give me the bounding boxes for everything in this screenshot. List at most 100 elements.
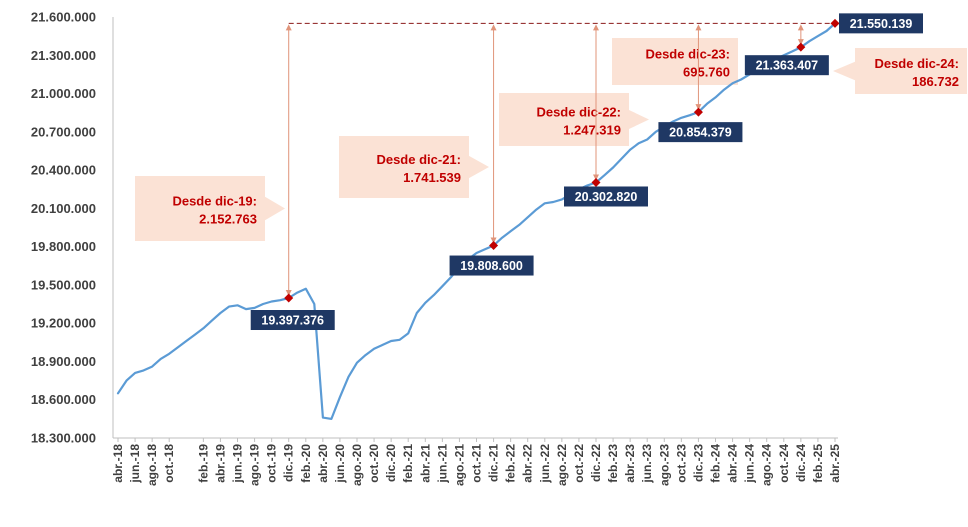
x-tick-label: abr.-25 [828, 444, 842, 483]
x-tick-label: ago.-18 [145, 444, 159, 486]
x-tick-label: dic.-24 [794, 444, 808, 482]
guide-arrowhead-down [285, 290, 292, 297]
y-tick-label: 19.200.000 [31, 316, 96, 331]
x-tick-label: dic.-21 [487, 444, 501, 482]
x-tick-label: abr.-19 [213, 444, 227, 483]
x-tick-label: abr.-22 [521, 444, 535, 483]
value-label: 21.550.139 [850, 17, 913, 31]
x-tick-label: ago.-20 [350, 444, 364, 486]
annotation-label: Desde dic-24: [874, 56, 959, 71]
x-tick-label: oct.-22 [572, 444, 586, 483]
reference-guides [285, 22, 835, 297]
x-tick-labels: abr.-18 jun.-18 ago.-18 oct.-18 feb.-19 abr.-… [111, 438, 842, 486]
annotations: Desde dic-19: 2.152.763 Desde dic-21: 1.741… [135, 38, 967, 241]
x-tick-label: dic.-20 [384, 444, 398, 482]
y-tick-label: 18.300.000 [31, 431, 96, 446]
point-marker [284, 293, 294, 303]
x-tick-label: feb.-20 [299, 444, 313, 483]
annotation-box [612, 38, 738, 85]
value-label-box [250, 310, 335, 331]
guide-arrowhead-down [695, 104, 702, 111]
x-tick-label: abr.-21 [418, 444, 432, 483]
guide-arrowhead-up [797, 24, 804, 31]
y-tick-label: 19.800.000 [31, 239, 96, 254]
x-tick-label: oct.-20 [367, 444, 381, 483]
value-label-box [744, 55, 829, 76]
x-tick-label: feb.-21 [401, 444, 415, 483]
annotation-value: 695.760 [683, 65, 730, 80]
y-tick-labels: 18.300.000 18.600.000 18.900.000 19.200.000… [31, 10, 96, 446]
x-tick-label: jun.-20 [333, 444, 347, 484]
annotation-label: Desde dic-23: [645, 47, 730, 62]
x-tick-label: oct.-18 [162, 444, 176, 483]
annotation-label: Desde dic-22: [536, 105, 621, 120]
guide-arrowhead-up [285, 24, 292, 31]
x-tick-label: ago.-24 [760, 444, 774, 486]
value-label: 20.854.379 [669, 126, 732, 140]
point-marker [796, 42, 806, 52]
x-tick-label: dic.-22 [589, 444, 603, 482]
y-tick-label: 21.000.000 [31, 86, 96, 101]
value-label-box [839, 13, 923, 34]
x-tick-label: feb.-23 [606, 444, 620, 483]
value-label-box [449, 255, 534, 276]
y-tick-label: 20.700.000 [31, 124, 96, 139]
x-tick-label: oct.-19 [265, 444, 279, 483]
x-tick-label: jun.-18 [128, 444, 142, 484]
point-markers [284, 18, 840, 303]
x-tick-label: abr.-23 [623, 444, 637, 483]
value-label: 19.808.600 [460, 259, 523, 273]
point-marker [489, 241, 499, 251]
x-tick-label: feb.-22 [504, 444, 518, 483]
guide-arrowhead-down [490, 237, 497, 244]
value-label-box [564, 186, 648, 207]
guide-arrowhead-down [797, 39, 804, 46]
y-tick-label: 18.900.000 [31, 354, 96, 369]
guide-arrowhead-up [593, 24, 599, 31]
guide-arrowhead-up [695, 24, 702, 31]
annotation-label: Desde dic-21: [376, 152, 461, 167]
x-tick-label: oct.-24 [777, 444, 791, 483]
x-tick-label: abr.-24 [726, 444, 740, 483]
series-line [116, 22, 837, 420]
x-tick-label: ago.-21 [452, 444, 466, 486]
guide-arrowhead-up [490, 24, 497, 31]
point-marker [693, 107, 703, 117]
x-tick-label: jun.-21 [435, 444, 449, 484]
x-tick-label: oct.-21 [470, 444, 484, 483]
annotation-value: 2.152.763 [199, 212, 257, 227]
annotation-box [499, 93, 649, 146]
y-tick-label: 21.600.000 [31, 10, 96, 25]
guide-arrowhead-down [593, 174, 599, 181]
annotation-value: 186.732 [912, 74, 959, 89]
point-marker [591, 177, 601, 187]
value-labels: 19.397.376 19.808.600 20.302.820 20.854.379… [250, 13, 923, 331]
x-tick-label: jun.-22 [538, 444, 552, 484]
x-tick-label: ago.-19 [248, 444, 262, 486]
x-tick-label: feb.-25 [811, 444, 825, 483]
x-tick-label: dic.-19 [282, 444, 296, 482]
y-tick-label: 20.400.000 [31, 163, 96, 178]
annotation-box [833, 48, 967, 94]
annotation-value: 1.741.539 [403, 170, 461, 185]
value-label: 21.363.407 [756, 59, 819, 73]
x-tick-label: ago.-23 [657, 444, 671, 486]
x-tick-label: jun.-19 [231, 444, 245, 484]
y-tick-label: 18.600.000 [31, 392, 96, 407]
annotation-box [135, 176, 285, 241]
x-tick-label: jun.-23 [640, 444, 654, 484]
y-tick-label: 20.100.000 [31, 201, 96, 216]
value-label-box [658, 122, 743, 143]
annotation-value: 1.247.319 [563, 123, 621, 138]
x-tick-label: dic.-23 [691, 444, 705, 482]
annotation-box [339, 136, 489, 198]
value-label: 19.397.376 [261, 314, 324, 328]
x-tick-label: feb.-19 [196, 444, 210, 483]
x-tick-label: oct.-23 [674, 444, 688, 483]
x-tick-label: feb.-24 [709, 444, 723, 483]
x-tick-label: jun.-24 [743, 444, 757, 484]
annotation-label: Desde dic-19: [172, 194, 257, 209]
x-tick-label: abr.-18 [111, 444, 125, 483]
y-tick-label: 19.500.000 [31, 277, 96, 292]
